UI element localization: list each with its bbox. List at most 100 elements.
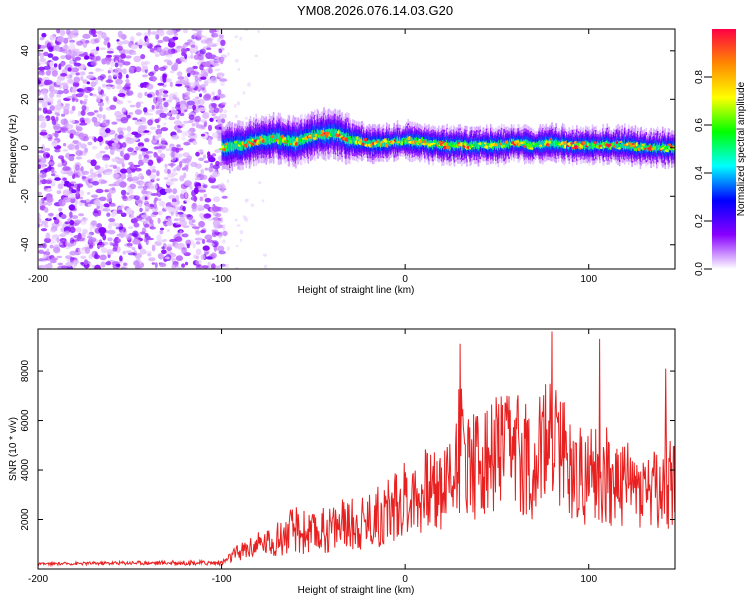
- spectrogram-noise-cell: [103, 203, 110, 208]
- spectrogram-noise-cell: [218, 106, 224, 113]
- spectrogram-noise-cell: [58, 63, 62, 70]
- spectrogram-noise-cell: [121, 194, 127, 200]
- spectrogram-noise-cell: [179, 79, 186, 84]
- spectrogram-band-cell: [386, 139, 389, 148]
- spectrogram-noise-cell: [80, 255, 87, 259]
- spectrogram-noise-cell: [186, 243, 190, 249]
- spectrogram-noise-cell: [43, 253, 48, 260]
- colorbar-tick-label: 0.8: [694, 70, 705, 84]
- spectrogram-noise-cell: [157, 147, 163, 154]
- spectrogram-noise-cell: [111, 121, 118, 125]
- spectrogram-noise-cell: [87, 174, 94, 180]
- spectrogram-noise-cell: [139, 197, 144, 201]
- spectrogram-noise-cell: [140, 181, 146, 185]
- spectrogram-noise-cell: [112, 73, 120, 77]
- spectrogram-noise-cell: [69, 256, 74, 263]
- spectrogram-noise-cell: [69, 39, 76, 43]
- spectrogram-band-cell: [233, 143, 235, 152]
- spectrogram-noise-cell: [126, 90, 134, 96]
- spectrogram-noise-cell: [149, 165, 156, 170]
- spectrogram-noise-cell: [81, 232, 86, 239]
- spectrogram-noise-cell: [210, 263, 216, 269]
- spectrogram-band-cell: [229, 140, 232, 150]
- spectrogram-noise-cell: [205, 256, 213, 260]
- spectrogram-noise-cell: [177, 211, 184, 215]
- spectrogram-noise-cell: [61, 158, 65, 163]
- spectrogram-noise-cell: [184, 130, 192, 137]
- spectrogram-noise-cell: [67, 78, 74, 84]
- spectrogram-noise-cell: [182, 233, 189, 238]
- spectrogram-noise-cell: [171, 151, 175, 158]
- spectrogram-band-cell: [644, 143, 647, 151]
- spectrogram-noise-cell: [167, 41, 176, 48]
- spectrogram-noise-cell: [163, 50, 170, 56]
- spectrogram-noise-cell: [166, 29, 174, 36]
- spectrogram-noise-cell: [101, 83, 107, 88]
- spectrogram-x-label: Height of straight line (km): [298, 285, 415, 296]
- spectrogram-noise-cell: [175, 83, 183, 87]
- spectrogram-noise-cell: [234, 35, 239, 39]
- spectrogram-noise-cell: [135, 121, 143, 125]
- spectrogram-noise-cell: [114, 62, 119, 68]
- spectrogram-noise-cell: [79, 133, 85, 141]
- spectrogram-noise-cell: [200, 174, 208, 180]
- spectrogram-band-cell: [378, 138, 381, 147]
- spectrogram-peak-cell: [287, 139, 291, 144]
- spectrogram-noise-cell: [204, 61, 211, 67]
- spectrogram-noise-cell: [146, 93, 153, 98]
- spectrogram-noise-cell: [134, 133, 142, 138]
- spectrogram-band-cell: [625, 143, 628, 150]
- spectrogram-band-cell: [362, 137, 365, 146]
- spectrogram-noise-cell: [173, 62, 179, 68]
- spectrogram-noise-cell: [194, 75, 199, 82]
- spectrogram-peak-cell: [586, 143, 590, 146]
- spectrogram-noise-cell: [217, 89, 222, 95]
- colorbar-tick-label: 0.2: [694, 214, 705, 228]
- spectrogram-noise-cell: [132, 176, 140, 181]
- spectrogram-noise-cell: [38, 164, 41, 169]
- spectrogram-noise-cell: [45, 153, 50, 158]
- spectrogram-noise-cell: [117, 93, 126, 97]
- spectrogram-noise-cell: [170, 211, 174, 216]
- spectrogram-noise-cell: [101, 93, 107, 97]
- spectrogram-noise-cell: [100, 247, 108, 254]
- spectrogram-noise-cell: [62, 189, 71, 197]
- spectrogram-noise-cell: [66, 74, 70, 80]
- spectrogram-noise-cell: [157, 82, 165, 86]
- spectrogram-noise-cell: [126, 114, 131, 119]
- spectrogram-band-cell: [385, 140, 387, 148]
- spectrogram-noise-cell: [205, 78, 214, 84]
- spectrogram-noise-cell: [190, 47, 198, 53]
- spectrogram-noise-cell: [113, 143, 120, 150]
- spectrogram-noise-cell: [96, 46, 100, 51]
- spectrogram-noise-cell: [38, 249, 44, 254]
- spectrogram-noise-cell: [203, 160, 210, 164]
- spectrogram-noise-cell: [181, 51, 186, 57]
- spectrogram-noise-cell: [87, 233, 92, 237]
- snr-y-tick-label: 8000: [20, 360, 31, 383]
- spectrogram-noise-cell: [55, 116, 59, 122]
- spectrogram-noise-cell: [245, 199, 248, 203]
- spectrogram-noise-cell: [189, 184, 193, 190]
- spectrogram-band-cell: [619, 144, 622, 150]
- spectrogram-noise-cell: [149, 126, 157, 130]
- spectrogram-noise-cell: [152, 211, 159, 215]
- spectrogram-band-cell: [461, 142, 463, 151]
- spectrogram-noise-cell: [51, 119, 57, 125]
- spectrogram-noise-cell: [135, 146, 139, 151]
- spectrogram-noise-cell: [144, 223, 150, 228]
- spectrogram-noise-cell: [206, 47, 212, 51]
- spectrogram-noise-cell: [127, 100, 132, 104]
- spectrogram-noise-cell: [133, 222, 140, 228]
- spectrogram-noise-cell: [214, 68, 221, 72]
- spectrogram-noise-cell: [143, 107, 148, 113]
- spectrogram-noise-cell: [120, 189, 127, 196]
- spectrogram-noise-cell: [125, 79, 130, 83]
- spectrogram-peak-cell: [644, 147, 647, 151]
- spectrogram-noise-cell: [120, 117, 129, 124]
- spectrogram-noise-cell: [193, 54, 200, 60]
- spectrogram-noise-cell: [193, 181, 199, 188]
- spectrogram-noise-cell: [261, 199, 265, 203]
- spectrogram-noise-cell: [78, 213, 85, 217]
- spectrogram-band-cell: [274, 133, 276, 142]
